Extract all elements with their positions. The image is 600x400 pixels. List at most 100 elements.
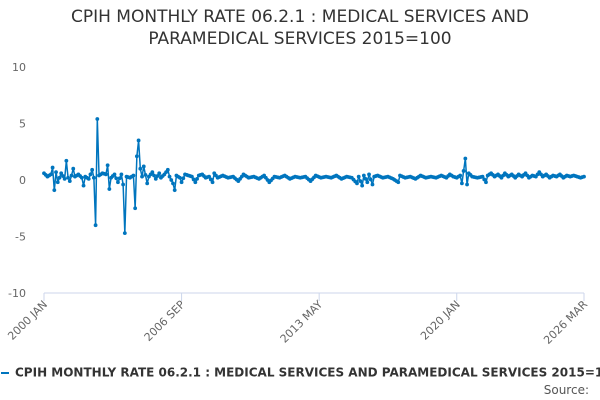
data-point[interactable] xyxy=(107,187,112,191)
data-point[interactable] xyxy=(484,180,488,185)
data-point[interactable] xyxy=(167,174,172,179)
data-point[interactable] xyxy=(55,180,60,185)
data-point[interactable] xyxy=(88,172,93,177)
data-point[interactable] xyxy=(152,173,156,178)
data-point[interactable] xyxy=(64,158,69,163)
data-point[interactable] xyxy=(181,176,186,181)
data-point[interactable] xyxy=(210,180,215,185)
data-point[interactable] xyxy=(368,177,373,182)
data-point[interactable] xyxy=(112,172,117,177)
data-point[interactable] xyxy=(59,171,64,176)
data-point[interactable] xyxy=(71,166,76,171)
data-point[interactable] xyxy=(150,170,155,174)
data-point[interactable] xyxy=(48,172,53,177)
data-point[interactable] xyxy=(134,154,139,159)
data-point[interactable] xyxy=(358,179,363,184)
data-point[interactable] xyxy=(157,171,162,176)
y-tick-label: -5 xyxy=(15,231,26,244)
data-point[interactable] xyxy=(461,169,466,173)
x-tick-label: 2013 MAY xyxy=(278,298,326,346)
data-point[interactable] xyxy=(61,174,65,178)
data-point[interactable] xyxy=(463,156,468,161)
data-point[interactable] xyxy=(190,174,194,179)
y-tick-label: 0 xyxy=(19,174,26,187)
data-point[interactable] xyxy=(363,176,368,181)
data-point[interactable] xyxy=(465,182,469,187)
chart-title: CPIH MONTHLY RATE 06.2.1 : MEDICAL SERVI… xyxy=(0,6,600,50)
data-point[interactable] xyxy=(460,181,464,186)
chart-title-line-2: PARAMEDICAL SERVICES 2015=100 xyxy=(148,29,452,49)
legend-label: CPIH MONTHLY RATE 06.2.1 : MEDICAL SERVI… xyxy=(15,365,600,380)
data-point[interactable] xyxy=(361,173,366,178)
data-point[interactable] xyxy=(458,173,463,178)
data-point[interactable] xyxy=(79,175,84,180)
x-tick-label: 2020 JAN xyxy=(418,298,463,343)
data-point[interactable] xyxy=(116,180,120,185)
data-point[interactable] xyxy=(95,117,100,121)
data-point[interactable] xyxy=(91,175,96,180)
data-point[interactable] xyxy=(119,172,124,177)
data-point[interactable] xyxy=(195,176,199,181)
data-point[interactable] xyxy=(131,173,136,178)
data-point[interactable] xyxy=(67,179,72,184)
data-point[interactable] xyxy=(179,180,184,185)
y-tick-label: 10 xyxy=(12,61,26,74)
data-point[interactable] xyxy=(114,176,119,181)
data-point[interactable] xyxy=(93,223,98,228)
y-tick-label: -10 xyxy=(8,287,26,300)
data-point[interactable] xyxy=(155,174,160,178)
data-point[interactable] xyxy=(169,178,174,182)
x-tick-label: 2000 JAN xyxy=(5,298,50,343)
legend[interactable]: CPIH MONTHLY RATE 06.2.1 : MEDICAL SERVI… xyxy=(0,365,600,383)
data-point[interactable] xyxy=(153,176,158,181)
data-point[interactable] xyxy=(191,177,196,182)
data-point[interactable] xyxy=(482,177,487,182)
data-point[interactable] xyxy=(50,165,55,170)
data-point[interactable] xyxy=(105,163,110,168)
data-point[interactable] xyxy=(81,183,86,188)
chart-title-line-1: CPIH MONTHLY RATE 06.2.1 : MEDICAL SERVI… xyxy=(70,7,529,27)
data-point[interactable] xyxy=(133,206,138,211)
data-point[interactable] xyxy=(145,181,150,186)
x-axis: 2000 JAN 2006 SEP 2013 MAY 2020 JAN 2026 MAR xyxy=(5,292,590,347)
data-point[interactable] xyxy=(57,175,62,180)
data-point[interactable] xyxy=(104,172,108,177)
data-point[interactable] xyxy=(138,166,143,171)
data-point[interactable] xyxy=(52,188,57,193)
data-point[interactable] xyxy=(90,167,95,172)
data-point[interactable] xyxy=(207,174,212,179)
data-point[interactable] xyxy=(121,182,126,187)
data-point[interactable] xyxy=(143,173,148,177)
data-point[interactable] xyxy=(122,231,127,236)
data-point[interactable] xyxy=(165,167,170,172)
data-point[interactable] xyxy=(141,164,146,169)
credits[interactable]: Source: xyxy=(543,383,589,397)
legend-swatch xyxy=(1,371,9,374)
data-point[interactable] xyxy=(367,172,371,177)
data-point[interactable] xyxy=(355,181,359,186)
data-point[interactable] xyxy=(86,176,91,181)
series-layer xyxy=(42,117,586,236)
data-point[interactable] xyxy=(62,176,67,181)
data-point[interactable] xyxy=(396,180,401,185)
data-point[interactable] xyxy=(582,174,586,179)
data-point[interactable] xyxy=(193,180,198,185)
data-point[interactable] xyxy=(69,173,74,178)
data-point[interactable] xyxy=(54,170,58,174)
data-point[interactable] xyxy=(365,180,370,185)
data-point[interactable] xyxy=(136,138,141,143)
data-point[interactable] xyxy=(480,174,485,179)
data-point[interactable] xyxy=(117,176,122,181)
data-point[interactable] xyxy=(171,181,175,186)
data-point[interactable] xyxy=(360,183,365,188)
data-point[interactable] xyxy=(177,175,182,180)
data-point[interactable] xyxy=(172,188,177,193)
data-point[interactable] xyxy=(140,174,144,179)
data-point[interactable] xyxy=(370,182,375,187)
data-point[interactable] xyxy=(66,175,70,180)
data-point[interactable] xyxy=(356,174,361,179)
x-tick-label: 2006 SEP xyxy=(142,298,188,344)
data-point[interactable] xyxy=(208,177,213,182)
y-tick-label: 5 xyxy=(19,118,26,131)
